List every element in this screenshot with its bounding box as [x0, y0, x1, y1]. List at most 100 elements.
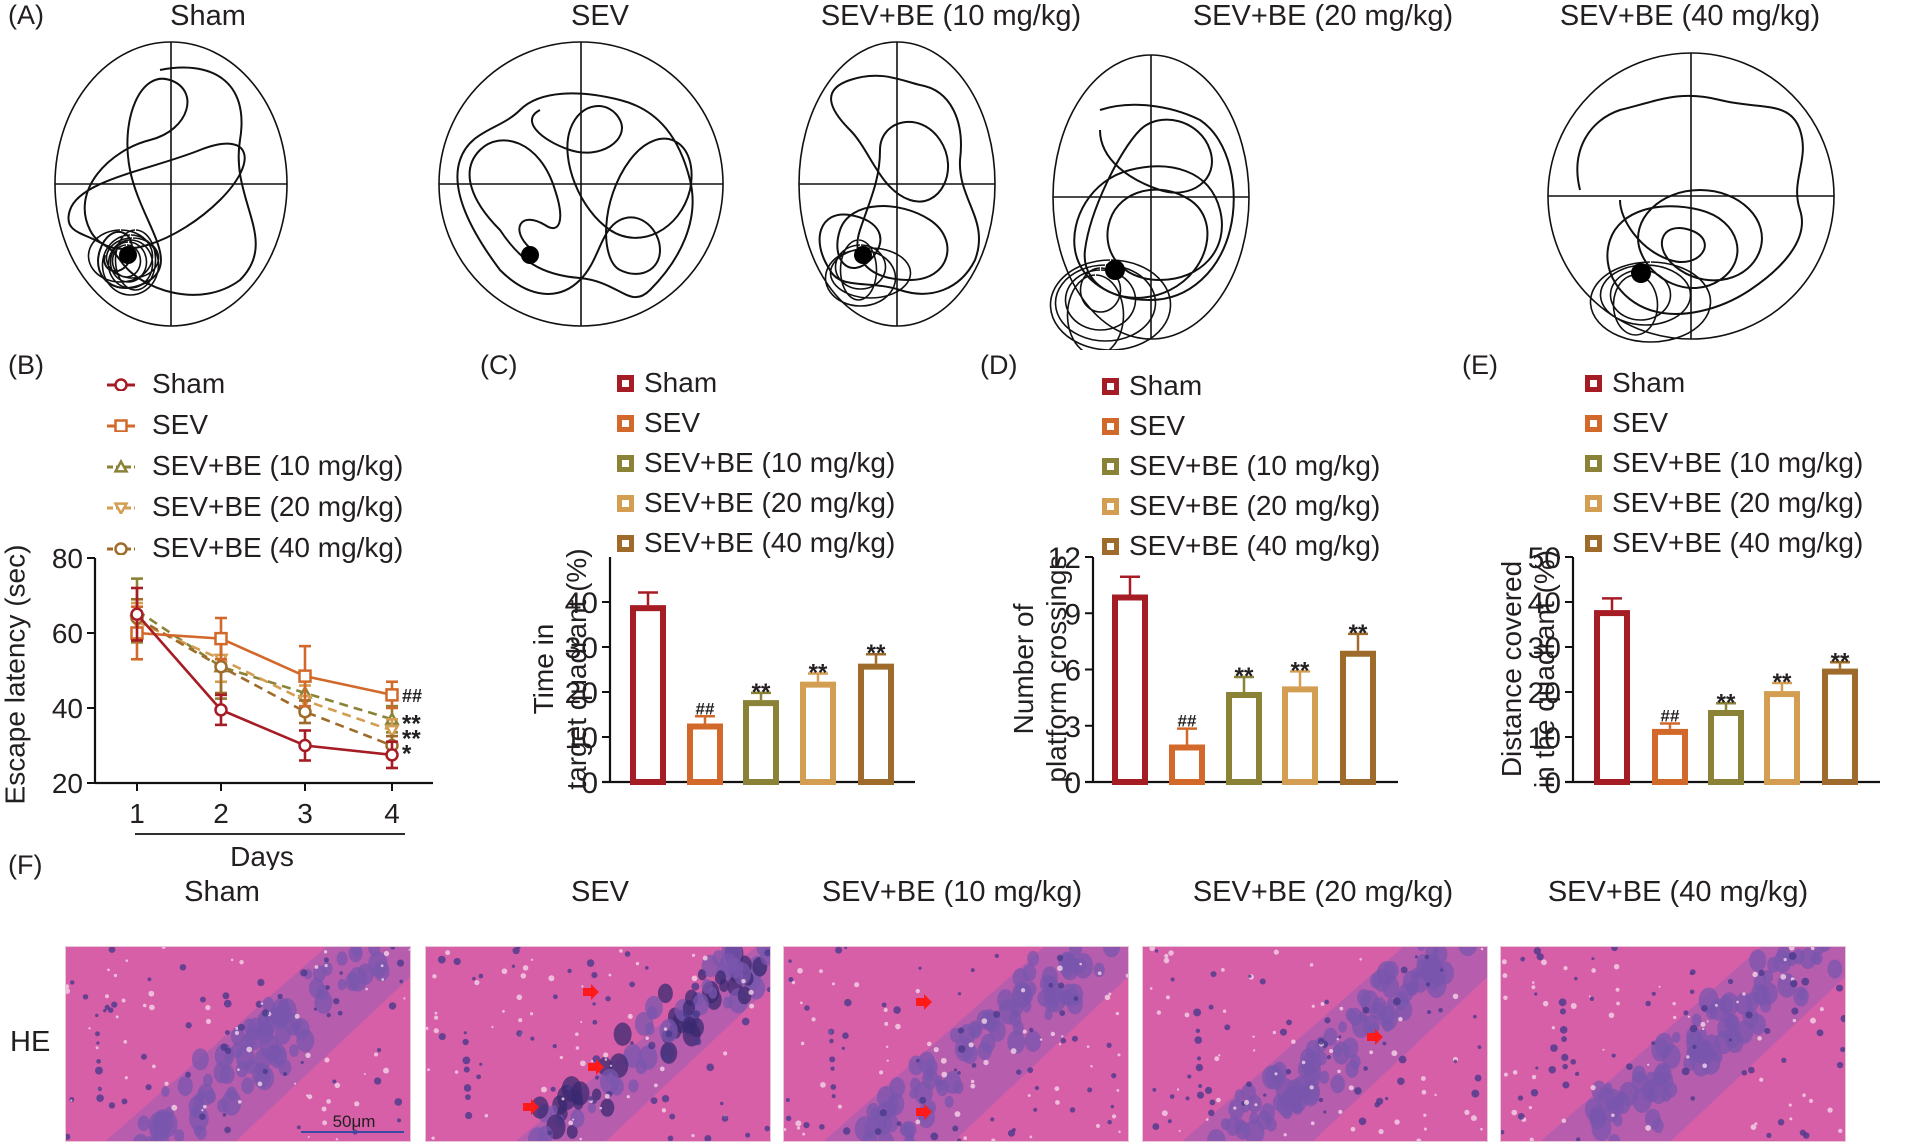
- legend-label: SEV+BE (10 mg/kg): [644, 447, 896, 478]
- swim-path-loops: [824, 239, 912, 307]
- significance-marker: **: [867, 640, 886, 667]
- legend-label: SEV+BE (20 mg/kg): [644, 487, 896, 518]
- cell-nucleus: [1632, 1087, 1652, 1113]
- pool-sev: [438, 41, 724, 327]
- he-image-sev: [425, 946, 771, 1142]
- cell-nucleus: [231, 1042, 244, 1059]
- sev-marker: [114, 419, 128, 432]
- cell-nucleus: [1007, 1030, 1026, 1054]
- platform-marker: [854, 246, 872, 264]
- bar-rect: [1340, 650, 1376, 785]
- cell-nucleus: [1330, 1074, 1345, 1094]
- cell-nucleus: [600, 1098, 615, 1117]
- legend-label: SEV+BE (20 mg/kg): [152, 491, 404, 522]
- cell-nucleus: [549, 1104, 558, 1117]
- legend-label: SEV+BE (20 mg/kg): [1612, 487, 1864, 518]
- panel-a-letter: (A): [8, 0, 44, 30]
- cell-nucleus: [1383, 960, 1399, 981]
- panel-a-title-sev: SEV: [570, 0, 630, 32]
- red-arrow-icon: [916, 994, 932, 1010]
- cell-nucleus: [924, 1058, 938, 1076]
- bar-rect: [743, 700, 779, 785]
- legend-item-sev-be-10-mg-kg: SEV+BE (10 mg/kg): [1585, 447, 1863, 479]
- data-point: [214, 631, 228, 646]
- panel-c-ytick-label: 40: [565, 587, 598, 620]
- legend-label: SEV+BE (40 mg/kg): [1129, 530, 1381, 561]
- cell-nucleus: [570, 1109, 585, 1128]
- cell-nucleus: [1027, 950, 1039, 967]
- significance-marker: **: [1291, 657, 1310, 684]
- panel-e-ytick-label: 50: [1528, 542, 1561, 575]
- platform-marker: [521, 246, 539, 264]
- cell-nucleus: [1039, 974, 1055, 994]
- legend-label: SEV+BE (40 mg/kg): [1612, 527, 1864, 558]
- swim-path-loops: [1049, 259, 1172, 350]
- legend-item-sev-be-10-mg-kg: SEV+BE (10 mg/kg): [617, 447, 895, 479]
- legend-label: SEV: [152, 409, 209, 440]
- he-image-sev-be-10-mg-kg: [783, 946, 1129, 1142]
- cell-nucleus: [997, 989, 1014, 1011]
- cell-nucleus: [174, 1129, 185, 1141]
- panel-b-xtick-label: 2: [213, 798, 229, 829]
- panel-a-title-sham: Sham: [170, 0, 246, 32]
- legend-label: Sham: [152, 368, 226, 399]
- pool-be-10: [798, 41, 996, 327]
- panel-b-ytick-label: 60: [52, 618, 83, 649]
- cell-nucleus: [1044, 1009, 1053, 1021]
- panel-f-row-label: HE: [10, 1026, 51, 1058]
- legend-item-sev-be-40-mg-kg: SEV+BE (40 mg/kg): [617, 527, 895, 559]
- legend-item-sham: Sham: [1585, 367, 1685, 399]
- swim-path: [818, 74, 981, 295]
- cell-nucleus: [1348, 1007, 1363, 1026]
- cell-nucleus: [1405, 981, 1417, 996]
- legend-label: SEV+BE (10 mg/kg): [1129, 450, 1381, 481]
- panel-b-ytick-label: 40: [52, 693, 83, 724]
- cell-nucleus: [1338, 1021, 1347, 1033]
- cell-nucleus: [943, 1071, 962, 1094]
- legend-label: SEV+BE (10 mg/kg): [1612, 447, 1864, 478]
- cell-nucleus: [1417, 947, 1426, 951]
- cell-nucleus: [890, 1103, 899, 1115]
- cell-nucleus: [1370, 972, 1383, 989]
- cell-nucleus: [277, 998, 297, 1024]
- data-point: [214, 703, 228, 717]
- sev-be-10-mg-kg-marker: [113, 459, 129, 473]
- panel-f-title-20: SEV+BE (20 mg/kg): [1192, 876, 1454, 908]
- cell-nucleus: [144, 1136, 154, 1141]
- cell-nucleus: [1458, 947, 1478, 957]
- legend-label: SEV+BE (40 mg/kg): [152, 532, 404, 563]
- cell-nucleus: [692, 993, 710, 1016]
- cell-nucleus: [903, 1121, 917, 1138]
- legend-item-sev-be-20-mg-kg: SEV+BE (20 mg/kg): [617, 487, 895, 519]
- cell-nucleus: [531, 1096, 549, 1119]
- cell-nucleus: [647, 1006, 658, 1020]
- sev-be-40-mg-kg-line-marker-icon: [107, 542, 135, 555]
- bar-sev-be-20-mg-kg: **: [1282, 657, 1318, 785]
- panel-f-title-sev: SEV: [570, 876, 630, 908]
- panel-d-ytick-label: 0: [1064, 767, 1081, 800]
- panel-b-xtick-label: 1: [129, 798, 145, 829]
- cell-nucleus: [909, 1088, 918, 1099]
- cell-nucleus: [1597, 1087, 1617, 1112]
- series-line: [136, 620, 393, 732]
- panel-a-title-10: SEV+BE (10 mg/kg): [820, 0, 1082, 32]
- cell-nucleus: [1357, 988, 1371, 1007]
- red-arrow-icon: [1367, 1029, 1383, 1045]
- cell-nucleus: [723, 996, 733, 1009]
- bar-sev-be-10-mg-kg: **: [1226, 663, 1262, 785]
- cell-nucleus: [1755, 986, 1771, 1006]
- panel-c-letter: (C): [480, 350, 518, 380]
- bar-rect: [858, 663, 894, 786]
- cell-nucleus: [528, 1127, 548, 1141]
- cell-nucleus: [132, 1133, 149, 1141]
- legend-label: SEV+BE (40 mg/kg): [644, 527, 896, 558]
- legend-item-sev-be-20-mg-kg: SEV+BE (20 mg/kg): [106, 491, 403, 523]
- panel-d-chart: 0 3 6 9 12 ## ** ** **: [1048, 542, 1398, 800]
- cell-nucleus: [296, 1028, 315, 1053]
- panel-c-ytick-label: 30: [565, 632, 598, 665]
- legend-item-sev-be-10-mg-kg: SEV+BE (10 mg/kg): [1102, 450, 1380, 482]
- cell-nucleus: [724, 947, 743, 965]
- cell-nucleus: [368, 947, 381, 956]
- cell-nucleus: [728, 963, 737, 974]
